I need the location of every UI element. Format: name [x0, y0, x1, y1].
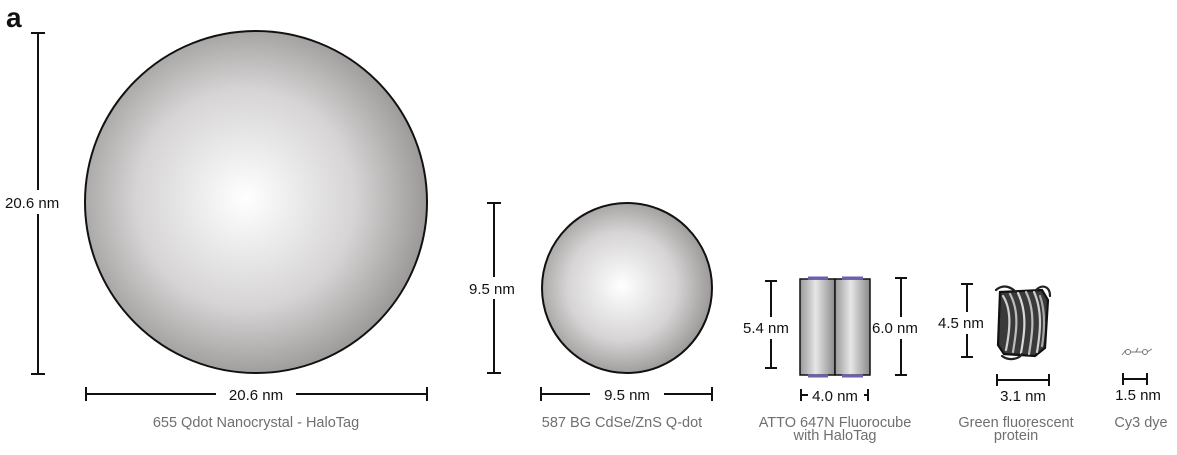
qdot655-width-label: 20.6 nm — [229, 387, 283, 404]
fluorocube-width-label: 4.0 nm — [812, 388, 858, 405]
qdot587-caption: 587 BG CdSe/ZnS Q-dot — [542, 415, 702, 431]
cy3-group: 1.5 nm Cy3 dye — [1114, 347, 1168, 431]
cy3-molecule — [1121, 347, 1153, 356]
qdot587-height-label: 9.5 nm — [469, 281, 515, 298]
gfp-caption-line1: Green fluorescent — [958, 415, 1073, 431]
fluorocube-left-label: 5.4 nm — [743, 320, 789, 337]
cy3-caption: Cy3 dye — [1114, 415, 1167, 431]
qdot655-height-label: 20.6 nm — [5, 195, 59, 212]
gfp-width-scale-bar — [996, 374, 1050, 386]
fluorocube-right-label: 6.0 nm — [872, 320, 918, 337]
gfp-barrel-structure — [994, 285, 1052, 361]
panel-label: a — [6, 2, 22, 33]
fluorocube-caption-line1: ATTO 647N Fluorocube — [759, 415, 912, 431]
cy3-width-scale-bar — [1122, 373, 1148, 385]
fluorocube-cylinders — [799, 276, 871, 378]
qdot655-sphere — [84, 30, 428, 374]
fluorocube-caption-line2: with HaloTag — [792, 428, 876, 444]
gfp-width-label: 3.1 nm — [1000, 388, 1046, 405]
qdot587-width-label: 9.5 nm — [604, 387, 650, 404]
qdot587-sphere — [541, 202, 713, 374]
gfp-caption-line2: protein — [994, 428, 1038, 444]
gfp-height-label: 4.5 nm — [938, 315, 984, 332]
gfp-group: 4.5 nm 3.1 nm Green fluorescent protein — [937, 283, 1074, 444]
cy3-width-label: 1.5 nm — [1115, 387, 1161, 404]
qdot587-group: 9.5 nm 9.5 nm 587 BG CdSe/ZnS Q-dot — [465, 202, 713, 431]
qdot655-group: 20.6 nm 20.6 nm 655 Qdot Nanocrystal - H… — [4, 30, 428, 431]
qdot655-caption: 655 Qdot Nanocrystal - HaloTag — [153, 415, 359, 431]
fluorocube-group: 5.4 nm 6.0 nm 4.0 nm ATTO 647N Fluorocub… — [742, 276, 930, 444]
